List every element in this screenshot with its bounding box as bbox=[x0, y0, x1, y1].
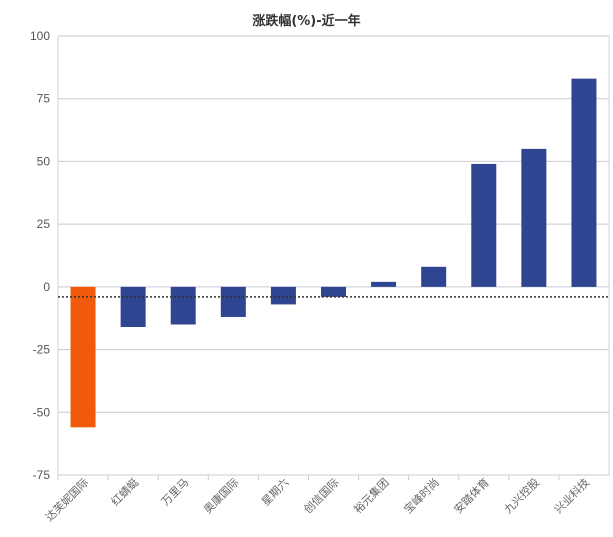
y-tick-label: -50 bbox=[33, 405, 51, 419]
x-tick-label: 兴业科技 bbox=[551, 475, 592, 516]
bar bbox=[70, 286, 96, 428]
x-tick-label: 达芙妮国际 bbox=[42, 475, 91, 524]
bar bbox=[120, 286, 146, 327]
x-tick-label: 红蜻蜓 bbox=[108, 475, 141, 508]
y-tick-label: 50 bbox=[37, 154, 51, 168]
x-tick-label: 奥康国际 bbox=[200, 475, 241, 516]
x-tick-label: 九兴控股 bbox=[501, 475, 542, 516]
x-tick-label: 万里马 bbox=[159, 476, 192, 509]
x-tick-label: 安踏体育 bbox=[451, 475, 492, 516]
x-tick-label: 裕元集团 bbox=[351, 475, 392, 516]
bar bbox=[270, 286, 296, 305]
y-tick-label: -75 bbox=[33, 468, 51, 482]
bar bbox=[521, 148, 547, 287]
y-tick-label: -25 bbox=[33, 343, 51, 357]
x-tick-label: 宝峰时尚 bbox=[401, 475, 442, 516]
bar bbox=[571, 78, 597, 287]
bar bbox=[371, 281, 397, 287]
bar bbox=[421, 266, 447, 287]
bar bbox=[220, 286, 246, 317]
bar bbox=[471, 163, 497, 287]
x-tick-label: 星期六 bbox=[259, 476, 292, 509]
bar bbox=[321, 286, 346, 297]
bar bbox=[170, 286, 196, 325]
x-tick-label: 创信国际 bbox=[301, 476, 341, 516]
chart-title: 涨跌幅(%)-近一年 bbox=[252, 14, 361, 29]
y-tick-label: 25 bbox=[37, 217, 51, 231]
y-tick-label: 0 bbox=[43, 280, 50, 294]
y-tick-label: 75 bbox=[37, 92, 51, 106]
y-tick-label: 100 bbox=[30, 29, 50, 43]
